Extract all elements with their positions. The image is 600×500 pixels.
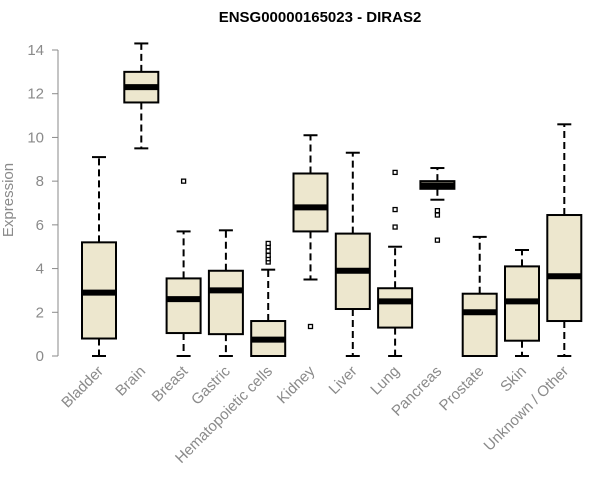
outlier-point [392, 169, 398, 176]
box-iqr [546, 214, 583, 323]
box-kidney [292, 134, 329, 330]
box-iqr [461, 292, 498, 358]
box-skin [504, 248, 540, 357]
y-tick-label: 12 [27, 86, 44, 103]
x-tick-label: Prostate [436, 363, 488, 415]
box-iqr [165, 277, 202, 335]
outlier-point [265, 240, 271, 247]
outlier-point [392, 224, 398, 230]
y-tick-label: 2 [36, 304, 44, 321]
box-bladder [81, 156, 117, 357]
x-tick-label: Bladder [58, 363, 107, 412]
box-prostate [461, 235, 498, 358]
y-tick-label: 14 [27, 42, 44, 59]
box-liver [334, 151, 371, 357]
box-iqr [207, 269, 244, 336]
x-tick-label: Lung [367, 363, 403, 399]
box-iqr [292, 172, 329, 233]
box-gastric [207, 229, 244, 357]
x-tick-label: Brain [112, 363, 149, 400]
box-hematopoietic-cells [250, 240, 287, 357]
y-axis-label: Expression [0, 163, 17, 237]
box-iqr [377, 287, 414, 329]
y-tick-label: 10 [27, 129, 44, 146]
y-tick-label: 8 [36, 173, 44, 190]
x-tick-label: Breast [149, 362, 192, 405]
outlier-point [307, 323, 314, 330]
y-tick-label: 6 [36, 217, 44, 234]
x-tick-label: Kidney [274, 362, 319, 407]
x-tick-label: Skin [497, 363, 530, 396]
outlier-point [265, 248, 271, 254]
chart-title: ENSG00000165023 - DIRAS2 [219, 9, 422, 26]
y-axis: 0 2 4 6 8 10 12 14 [27, 42, 59, 365]
outlier-point [392, 206, 398, 213]
outlier-point [265, 252, 271, 259]
outlier-point [434, 207, 441, 214]
box-brain [123, 42, 160, 150]
x-tick-label: Liver [326, 363, 361, 398]
outlier-point [180, 178, 187, 184]
outlier-point [434, 237, 441, 243]
box-lung [377, 169, 414, 357]
box-breast [165, 178, 202, 357]
y-tick-label: 4 [36, 261, 44, 278]
outlier-point [434, 212, 441, 218]
box-pancreas [419, 167, 456, 243]
box-unknown-other [546, 123, 583, 357]
boxes [81, 42, 583, 358]
y-tick-label: 0 [36, 348, 44, 365]
